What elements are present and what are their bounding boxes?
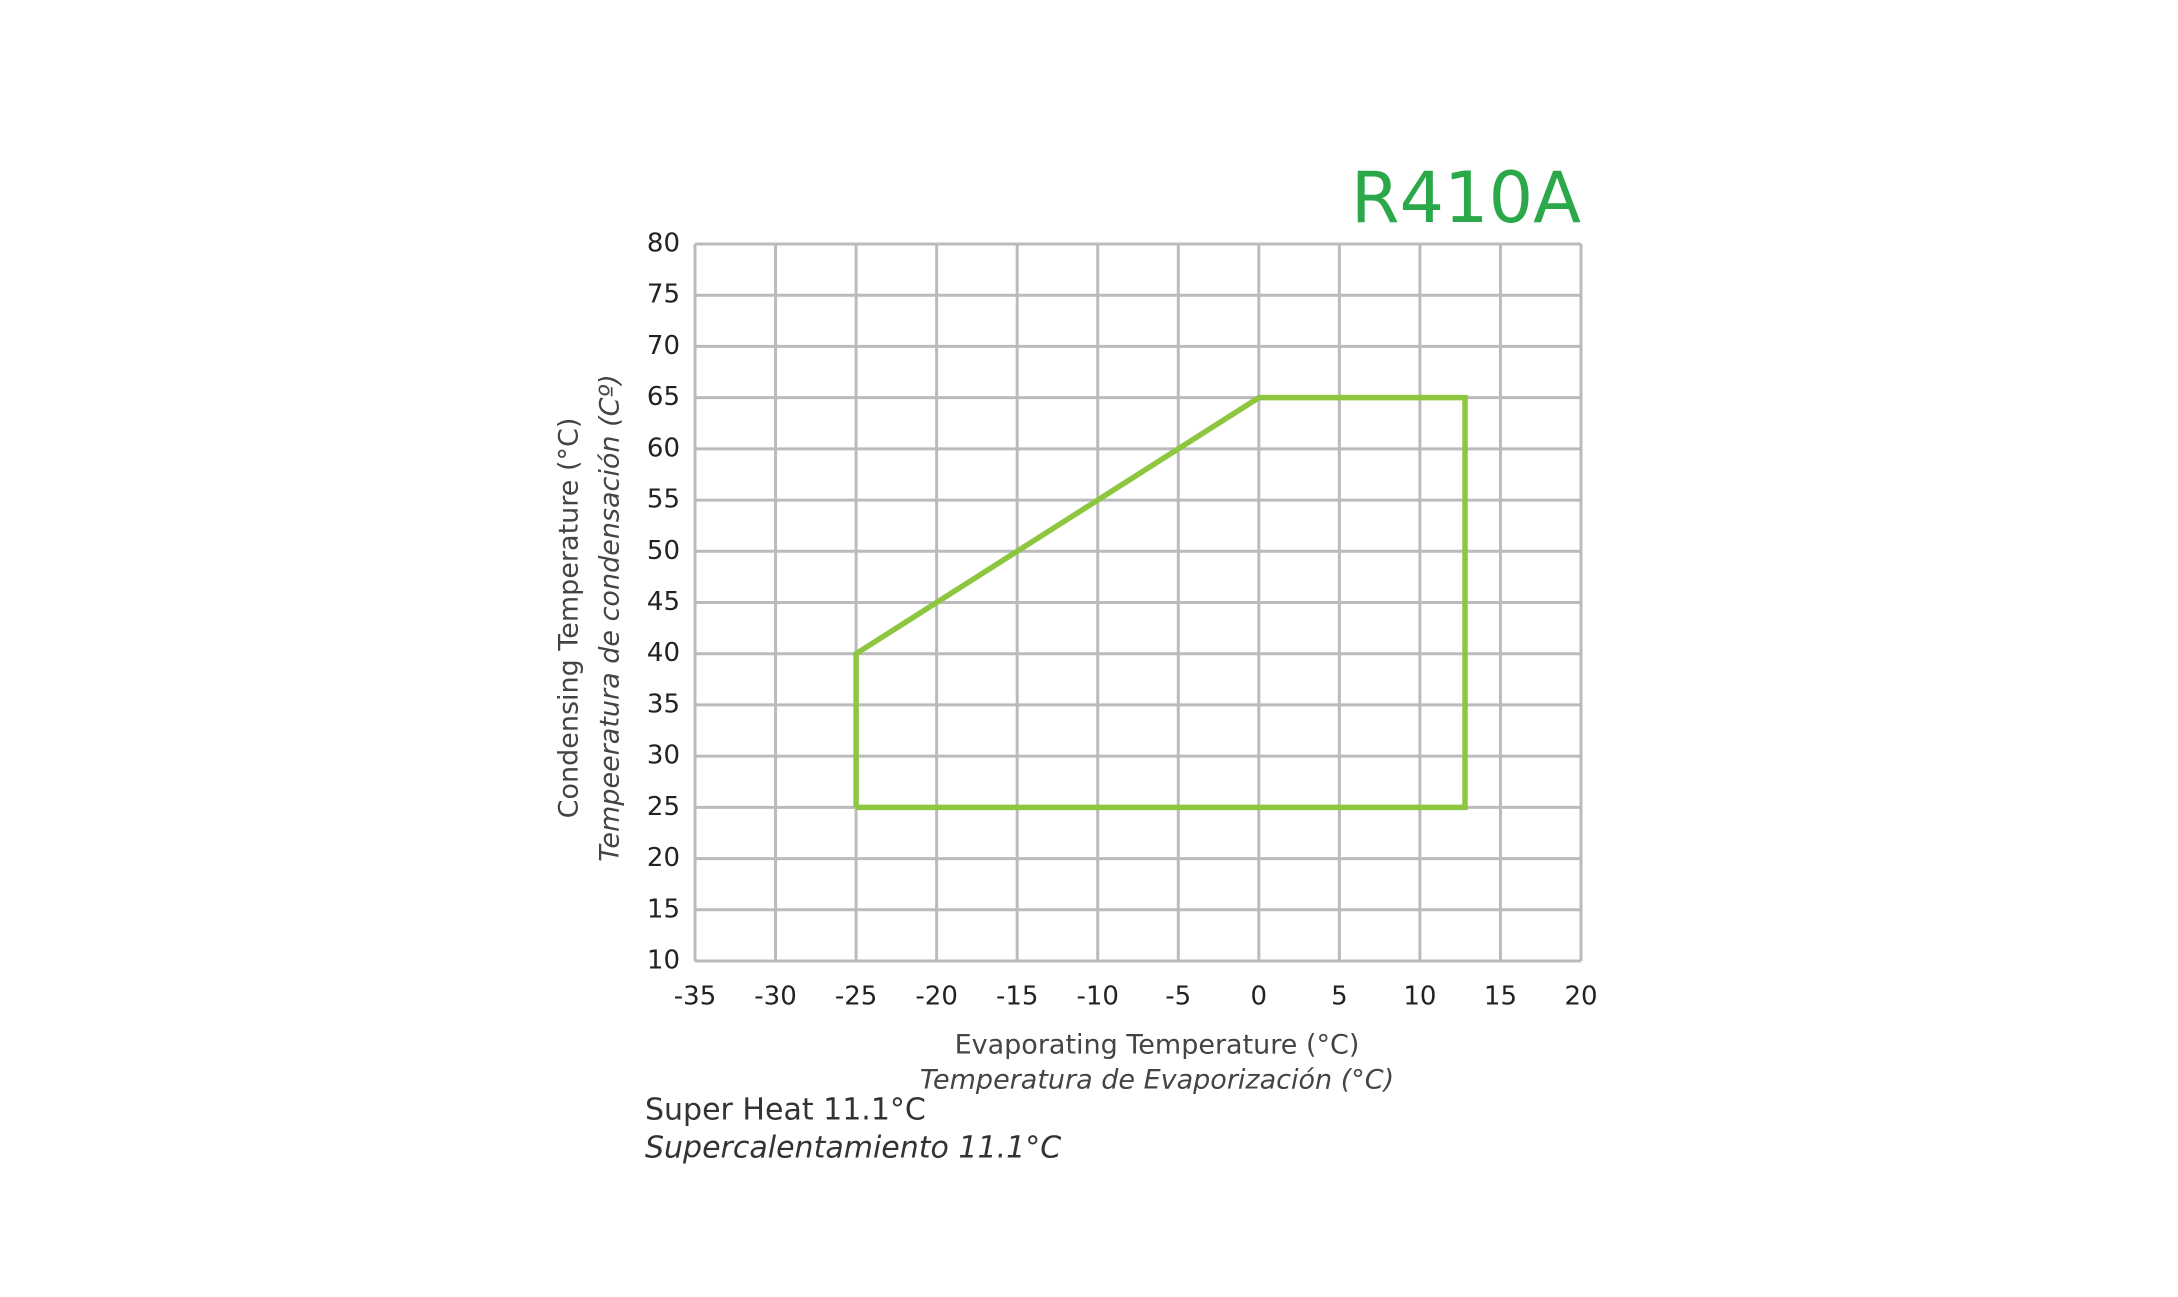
y-tick-label: 25 xyxy=(647,792,680,822)
note: Supercalentamiento 11.1°C xyxy=(645,1131,1061,1166)
envelope-line xyxy=(853,394,1468,811)
y-tick-label: 20 xyxy=(647,843,680,873)
x-axis-label: Evaporating Temperature (°C) xyxy=(955,1030,1360,1061)
x-tick-label: 15 xyxy=(1484,982,1517,1012)
x-tick-label: -10 xyxy=(1076,982,1118,1012)
y-axis-label-es: Tempeeratura de condensación (Cº) xyxy=(595,374,626,862)
x-tick-label: 5 xyxy=(1331,982,1348,1012)
y-tick-label: 65 xyxy=(647,382,680,412)
y-tick-label: 60 xyxy=(647,433,680,463)
x-tick-label: -35 xyxy=(674,982,716,1012)
y-tick-label: 30 xyxy=(647,741,680,771)
chart-title: R410A xyxy=(1351,157,1581,239)
y-tick-label: 55 xyxy=(647,485,680,515)
x-tick-label: -5 xyxy=(1165,982,1191,1012)
y-tick-label: 80 xyxy=(647,229,680,259)
x-tick-label: -20 xyxy=(915,982,957,1012)
x-tick-label: -25 xyxy=(835,982,877,1012)
x-axis-label-es: Temperatura de Evaporización (°C) xyxy=(920,1065,1394,1096)
y-tick-label: 10 xyxy=(647,946,680,976)
y-tick-label: 70 xyxy=(647,331,680,361)
note: Super Heat 11.1°C xyxy=(645,1093,926,1128)
y-tick-label: 15 xyxy=(647,894,680,924)
y-axis-label: Condensing Temperature (°C) xyxy=(554,418,585,819)
x-tick-label: 0 xyxy=(1251,982,1268,1012)
y-tick-label: 50 xyxy=(647,536,680,566)
x-tick-label: -30 xyxy=(754,982,796,1012)
y-tick-label: 40 xyxy=(647,638,680,668)
x-tick-label: -15 xyxy=(996,982,1038,1012)
y-tick-label: 75 xyxy=(647,280,680,310)
x-tick-label: 10 xyxy=(1403,982,1436,1012)
y-tick-label: 35 xyxy=(647,689,680,719)
y-tick-label: 45 xyxy=(647,587,680,617)
x-tick-label: 20 xyxy=(1564,982,1597,1012)
